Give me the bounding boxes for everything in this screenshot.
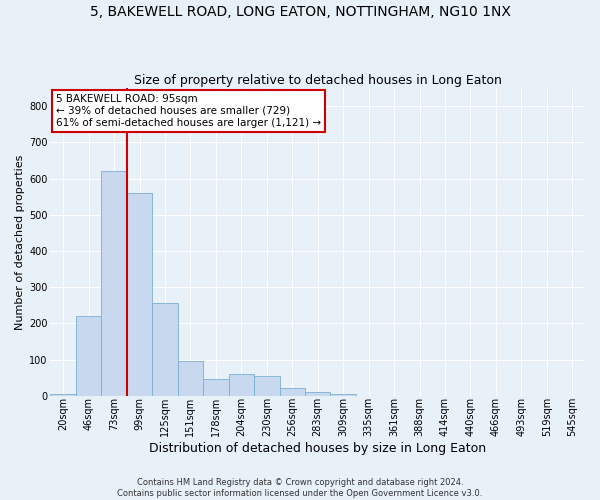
Bar <box>152 304 178 396</box>
Bar <box>280 388 305 396</box>
Title: Size of property relative to detached houses in Long Eaton: Size of property relative to detached ho… <box>134 74 502 87</box>
Bar <box>305 392 331 396</box>
Bar <box>178 362 203 396</box>
Bar <box>50 394 76 396</box>
Text: 5 BAKEWELL ROAD: 95sqm
← 39% of detached houses are smaller (729)
61% of semi-de: 5 BAKEWELL ROAD: 95sqm ← 39% of detached… <box>56 94 321 128</box>
Bar <box>254 376 280 396</box>
Bar <box>127 193 152 396</box>
Bar <box>76 316 101 396</box>
Bar <box>229 374 254 396</box>
Bar <box>203 380 229 396</box>
X-axis label: Distribution of detached houses by size in Long Eaton: Distribution of detached houses by size … <box>149 442 486 455</box>
Text: Contains HM Land Registry data © Crown copyright and database right 2024.
Contai: Contains HM Land Registry data © Crown c… <box>118 478 482 498</box>
Text: 5, BAKEWELL ROAD, LONG EATON, NOTTINGHAM, NG10 1NX: 5, BAKEWELL ROAD, LONG EATON, NOTTINGHAM… <box>89 5 511 19</box>
Bar <box>331 394 356 396</box>
Y-axis label: Number of detached properties: Number of detached properties <box>15 154 25 330</box>
Bar <box>101 172 127 396</box>
